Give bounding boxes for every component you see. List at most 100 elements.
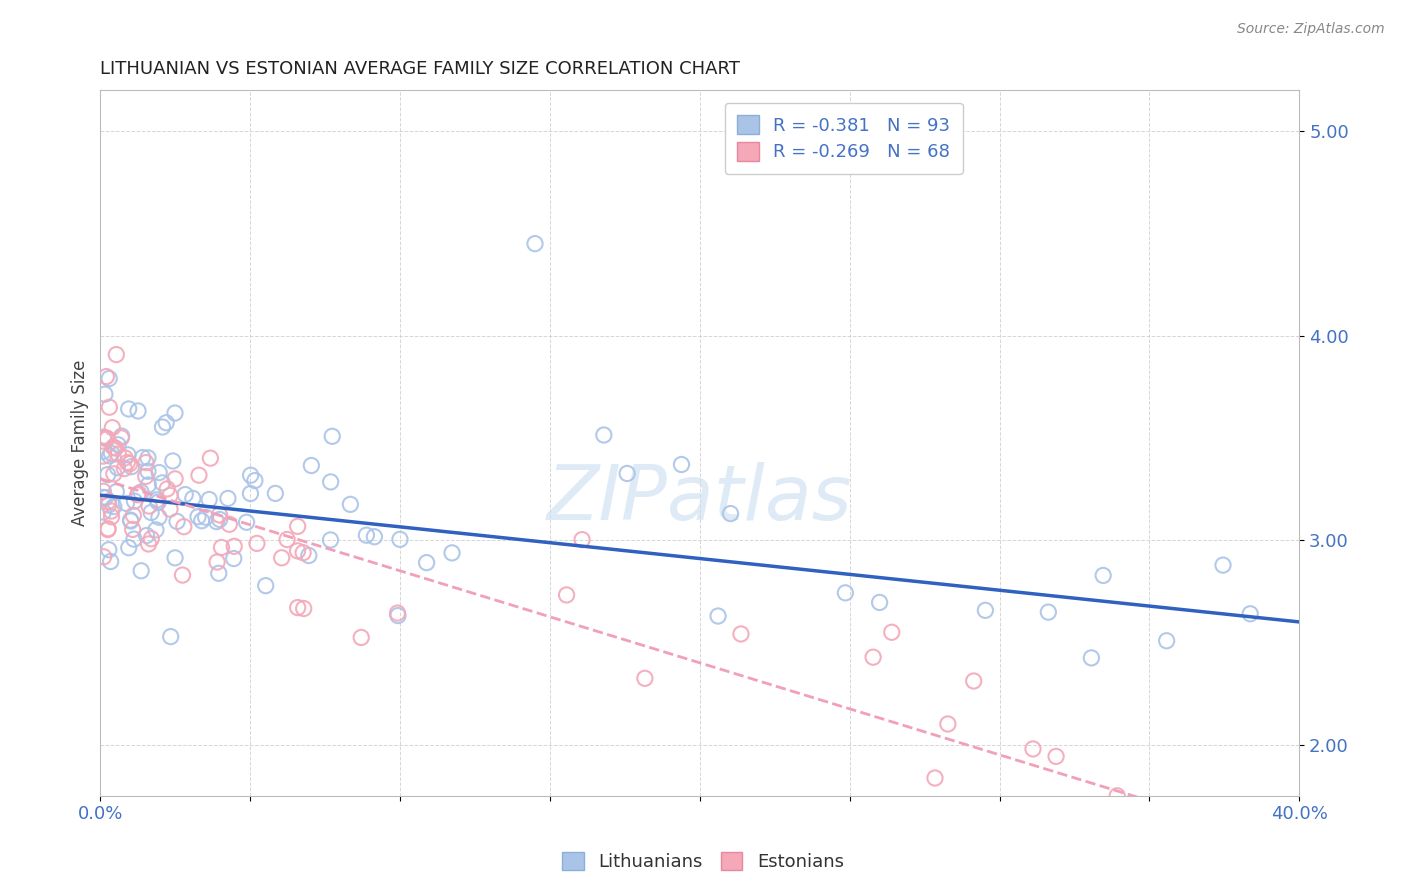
Point: [387, 608, 409, 623]
Point: [122, 508, 145, 523]
Point: [136, 464, 159, 478]
Point: [93, 449, 115, 463]
Point: [270, 550, 292, 565]
Point: [148, 466, 170, 480]
Point: [239, 468, 262, 483]
Point: [165, 550, 187, 565]
Point: [671, 458, 693, 472]
Point: [834, 586, 856, 600]
Point: [141, 506, 163, 520]
Point: [936, 717, 959, 731]
Point: [129, 485, 152, 500]
Point: [246, 536, 269, 550]
Point: [118, 541, 141, 555]
Point: [974, 603, 997, 617]
Point: [720, 507, 742, 521]
Point: [159, 488, 181, 502]
Point: [190, 514, 212, 528]
Point: [111, 429, 134, 443]
Point: [110, 431, 132, 445]
Point: [243, 474, 266, 488]
Point: [880, 625, 903, 640]
Point: [94, 491, 117, 505]
Point: [217, 491, 239, 506]
Point: [141, 532, 163, 546]
Text: LITHUANIAN VS ESTONIAN AVERAGE FAMILY SIZE CORRELATION CHART: LITHUANIAN VS ESTONIAN AVERAGE FAMILY SI…: [100, 60, 740, 78]
Point: [103, 500, 125, 514]
Point: [634, 671, 657, 685]
Point: [524, 236, 547, 251]
Point: [101, 420, 124, 434]
Point: [1045, 749, 1067, 764]
Point: [254, 579, 277, 593]
Point: [387, 606, 409, 620]
Point: [869, 595, 891, 609]
Point: [218, 517, 240, 532]
Point: [1107, 789, 1129, 803]
Point: [707, 609, 730, 624]
Point: [138, 499, 160, 513]
Point: [264, 486, 287, 500]
Point: [131, 450, 153, 465]
Point: [165, 472, 187, 486]
Point: [97, 542, 120, 557]
Point: [1038, 605, 1060, 619]
Point: [114, 450, 136, 465]
Point: [388, 533, 411, 547]
Text: ZIPatlas: ZIPatlas: [547, 462, 852, 536]
Point: [321, 429, 343, 443]
Point: [163, 406, 186, 420]
Point: [205, 555, 228, 569]
Point: [118, 401, 141, 416]
Point: [208, 512, 231, 526]
Point: [103, 467, 125, 481]
Point: [122, 532, 145, 546]
Point: [862, 650, 884, 665]
Point: [97, 494, 120, 508]
Point: [98, 449, 121, 463]
Point: [124, 494, 146, 508]
Point: [194, 510, 217, 524]
Point: [174, 487, 197, 501]
Point: [350, 631, 373, 645]
Point: [100, 509, 122, 524]
Point: [287, 600, 309, 615]
Point: [94, 387, 117, 401]
Point: [173, 519, 195, 533]
Point: [93, 549, 115, 564]
Point: [730, 627, 752, 641]
Point: [1022, 742, 1045, 756]
Point: [208, 508, 231, 522]
Point: [198, 492, 221, 507]
Point: [96, 432, 118, 446]
Point: [146, 492, 169, 507]
Point: [135, 469, 157, 483]
Point: [127, 404, 149, 418]
Point: [363, 530, 385, 544]
Point: [287, 544, 309, 558]
Point: [97, 523, 120, 537]
Point: [440, 546, 463, 560]
Point: [105, 484, 128, 499]
Point: [93, 484, 115, 499]
Point: [319, 475, 342, 489]
Point: [235, 516, 257, 530]
Point: [222, 551, 245, 566]
Legend: Lithuanians, Estonians: Lithuanians, Estonians: [555, 845, 851, 879]
Point: [121, 459, 143, 474]
Point: [1092, 568, 1115, 582]
Point: [105, 348, 128, 362]
Legend: R = -0.381   N = 93, R = -0.269   N = 68: R = -0.381 N = 93, R = -0.269 N = 68: [724, 103, 963, 174]
Point: [148, 495, 170, 509]
Point: [117, 448, 139, 462]
Point: [150, 475, 173, 490]
Point: [1212, 558, 1234, 573]
Point: [93, 505, 115, 519]
Point: [104, 441, 127, 455]
Point: [107, 438, 129, 452]
Point: [127, 488, 149, 502]
Point: [129, 564, 152, 578]
Point: [571, 533, 593, 547]
Y-axis label: Average Family Size: Average Family Size: [72, 359, 89, 526]
Point: [98, 401, 121, 415]
